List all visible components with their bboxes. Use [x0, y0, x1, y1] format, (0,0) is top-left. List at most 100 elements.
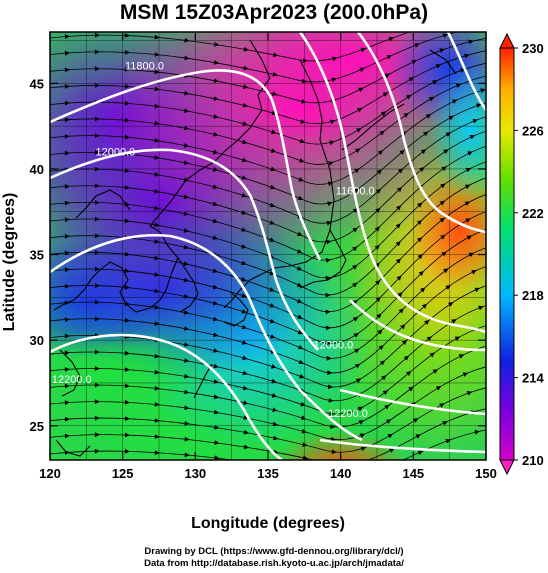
streamline-arrow [408, 77, 415, 82]
streamline-arrow [474, 287, 480, 293]
streamline-arrow [64, 383, 70, 389]
streamline-arrow [64, 367, 70, 372]
streamline [50, 161, 486, 279]
streamline-arrow [241, 192, 247, 198]
streamline [50, 102, 486, 205]
x-tick-label: 120 [39, 466, 61, 481]
streamline-arrow [386, 55, 393, 60]
streamline-arrow [94, 432, 100, 438]
contour-12000-east [349, 299, 486, 352]
streamline-arrow [359, 67, 365, 73]
streamline-arrow [124, 117, 130, 123]
streamline-arrow [271, 393, 278, 398]
streamline-arrow [389, 448, 395, 453]
streamline-arrow [269, 303, 276, 308]
streamline-arrow [379, 130, 385, 136]
streamline-arrow [124, 350, 130, 356]
streamline-arrow [439, 200, 445, 206]
contour-12200-east [339, 388, 486, 416]
streamline-arrow [124, 83, 130, 89]
streamline-arrow [213, 131, 219, 137]
x-tick-label: 135 [257, 466, 279, 481]
streamline-arrow [325, 325, 331, 331]
streamline-arrow [64, 117, 70, 123]
streamline-arrow [124, 100, 130, 106]
streamline-arrow [303, 469, 308, 474]
streamline-arrow [94, 66, 100, 72]
streamline-arrow [429, 352, 435, 358]
streamline-arrow [213, 96, 219, 101]
streamline-arrow [397, 291, 403, 298]
streamline-arrow [406, 94, 412, 100]
streamline-arrow [464, 201, 471, 206]
x-axis-ticks: 120 125 130 135 140 145 150 [39, 32, 497, 481]
streamline-arrow [476, 13, 481, 18]
contour-labels: 11800.0 12000.0 11600.0 12000.0 12200.0 12200… [52, 61, 375, 421]
streamline-arrow [64, 267, 70, 273]
streamline-arrow [242, 355, 248, 361]
streamline-arrow [270, 334, 276, 339]
streamline-arrow [64, 50, 70, 56]
streamline-arrow [396, 205, 402, 211]
streamline-arrow [297, 195, 304, 200]
streamline-arrow [445, 285, 451, 290]
streamline-arrow [124, 432, 130, 438]
streamline-arrow [241, 277, 247, 282]
streamline-arrow [154, 52, 160, 57]
streamline-arrow [154, 172, 160, 177]
streamline-arrow [272, 71, 278, 77]
colorbar-tick-label: 214 [522, 371, 544, 386]
streamline-arrow [451, 319, 457, 324]
streamline-arrow [241, 293, 247, 298]
y-tick-label: 40 [30, 162, 44, 177]
streamline-arrow [183, 211, 189, 216]
streamline-arrow [241, 309, 247, 314]
streamline-arrow [439, 403, 445, 408]
streamline-arrow [64, 433, 70, 439]
streamline-arrow [94, 183, 100, 189]
contour-label: 12000.0 [96, 146, 136, 158]
streamline [50, 32, 459, 83]
streamline-arrow [327, 201, 333, 206]
streamline-arrow [380, 111, 387, 117]
streamline-arrow [94, 32, 100, 38]
streamline-arrow [360, 446, 367, 452]
credits: Drawing by DCL (https://www.gfd-dennou.o… [0, 546, 548, 570]
streamline-arrow [328, 161, 334, 166]
streamline-arrow [154, 304, 160, 310]
streamline-arrow [300, 119, 306, 124]
streamline-arrow [64, 217, 70, 223]
streamline-arrow [154, 255, 160, 261]
streamline-arrow [465, 168, 472, 173]
streamline-arrow [243, 46, 249, 52]
streamline-arrow [94, 366, 100, 371]
streamline-arrow [355, 148, 361, 153]
streamline-arrow [154, 222, 160, 228]
contour-11600-east [298, 32, 486, 334]
streamline-arrow [298, 177, 304, 182]
streamline-arrow [439, 217, 445, 223]
streamline-arrow [439, 48, 445, 53]
streamline-arrow [425, 114, 432, 119]
streamline-arrow [64, 416, 70, 422]
streamline-arrow [94, 216, 100, 222]
streamline-arrow [435, 386, 442, 391]
streamline-arrow [408, 386, 414, 392]
streamline-arrow [423, 131, 429, 137]
streamline-arrow [330, 424, 336, 429]
streamline-arrow [242, 385, 249, 391]
streamline-arrow [241, 244, 247, 249]
streamline-arrow [242, 139, 248, 145]
streamline-arrow [301, 415, 307, 420]
streamline-arrow [94, 283, 100, 289]
contour-label: 11800.0 [125, 61, 164, 73]
streamline-arrow [352, 264, 358, 270]
streamline-arrow [94, 233, 100, 239]
streamline-arrow [184, 373, 190, 379]
streamline-arrow [154, 402, 160, 407]
streamline-arrow [184, 436, 190, 442]
streamline-arrow [302, 58, 308, 63]
streamline-arrow [296, 266, 303, 271]
streamline-arrow [212, 300, 219, 306]
